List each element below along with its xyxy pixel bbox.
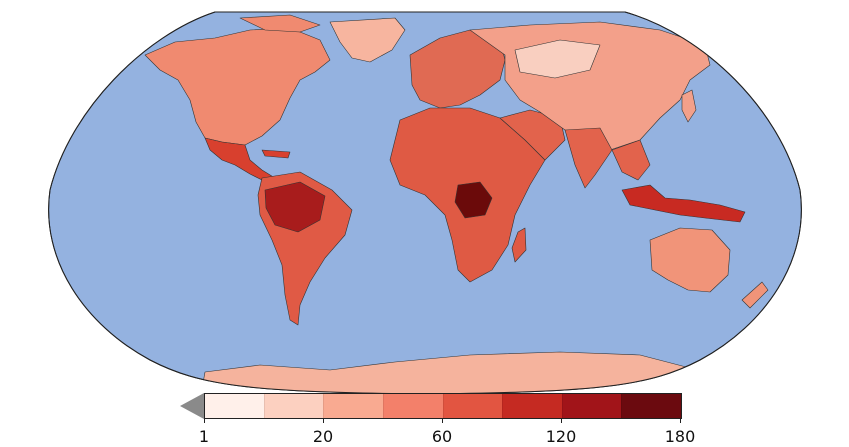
colorbar-tick xyxy=(680,418,681,423)
region-arctic-islands xyxy=(239,14,321,33)
colorbar-tick-label: 60 xyxy=(431,427,453,446)
region-north-america xyxy=(144,27,331,146)
colorbar-tick-label: 180 xyxy=(664,427,696,446)
colorbar-bins xyxy=(204,393,682,419)
region-greenland xyxy=(329,17,406,63)
colorbar-bin xyxy=(382,394,443,418)
colorbar-tick xyxy=(204,418,205,423)
region-south-asia xyxy=(564,127,613,189)
colorbar-tick xyxy=(323,418,324,423)
colorbar-bin xyxy=(323,394,383,418)
region-indonesia xyxy=(621,184,746,223)
colorbar-tick xyxy=(442,418,443,423)
colorbar-under-arrow xyxy=(180,393,204,419)
region-southeast-asia xyxy=(611,139,651,181)
region-siberia xyxy=(514,39,601,79)
colorbar-bin xyxy=(263,394,324,418)
region-amazon xyxy=(264,181,326,233)
colorbar-bin xyxy=(561,394,622,418)
colorbar xyxy=(180,393,682,419)
region-madagascar xyxy=(511,227,527,263)
colorbar-bin xyxy=(502,394,562,418)
region-europe xyxy=(409,29,506,109)
region-japan xyxy=(681,89,697,123)
colorbar-bin xyxy=(621,394,681,418)
colorbar-tick-label: 1 xyxy=(198,427,210,446)
region-new-zealand xyxy=(741,281,769,309)
colorbar-tick-label: 20 xyxy=(312,427,334,446)
region-middle-east xyxy=(499,109,566,161)
region-caribbean xyxy=(261,149,291,159)
region-antarctica xyxy=(199,351,691,394)
colorbar-tick xyxy=(561,418,562,423)
colorbar-tick-label: 120 xyxy=(545,427,577,446)
region-congo-basin xyxy=(454,181,493,219)
colorbar-bin xyxy=(442,394,503,418)
region-australia xyxy=(649,227,731,293)
colorbar-bin xyxy=(205,394,264,418)
